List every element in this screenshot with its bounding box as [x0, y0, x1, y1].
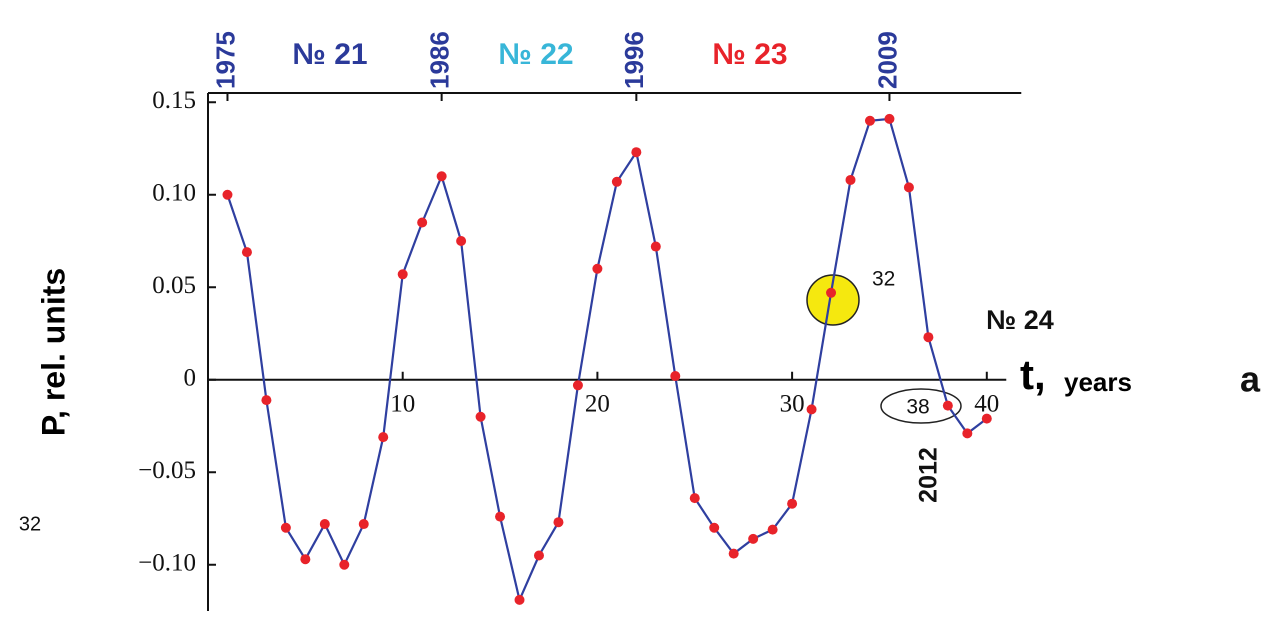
data-point — [962, 428, 973, 439]
data-point — [572, 380, 583, 391]
x-tick-label: 10 — [390, 390, 415, 417]
data-point — [826, 287, 837, 298]
panel-label: a — [1240, 359, 1261, 400]
x-axis-label: t, — [1020, 351, 1046, 398]
y-tick-label: −0.05 — [138, 457, 196, 484]
data-point — [339, 559, 350, 570]
top-tick-label: 1975 — [210, 31, 240, 89]
data-point — [923, 332, 934, 343]
data-point — [319, 519, 330, 530]
annotation: 38 — [906, 396, 929, 419]
data-point — [358, 519, 369, 530]
top-tick-label: 2009 — [872, 31, 902, 89]
data-point — [300, 554, 311, 565]
x-tick-label: 30 — [780, 390, 805, 417]
data-point — [787, 498, 798, 509]
data-point — [942, 400, 953, 411]
data-line — [226, 117, 988, 604]
data-point — [397, 269, 408, 280]
data-point — [845, 174, 856, 185]
y-axis-label: P, rel. units — [35, 268, 71, 436]
cycle-label: № 23 — [712, 38, 787, 71]
top-tick-label: 1986 — [425, 31, 455, 89]
data-point — [553, 517, 564, 528]
data-point — [456, 236, 467, 246]
data-point — [261, 395, 272, 406]
data-point — [903, 182, 914, 193]
top-tick-label: 1996 — [619, 31, 649, 89]
cycle-label: № 22 — [498, 38, 573, 71]
x-tick-label: 40 — [974, 390, 999, 417]
y-tick-label: 0.05 — [152, 272, 196, 299]
data-point — [689, 493, 700, 504]
data-point — [670, 371, 681, 382]
data-point — [650, 241, 661, 252]
data-point — [378, 432, 389, 443]
annotation: 32 — [872, 268, 895, 291]
y-tick-label: 0 — [184, 364, 197, 391]
data-point — [709, 522, 720, 533]
data-point — [806, 404, 817, 415]
highlight-ellipse — [880, 388, 962, 424]
data-point — [631, 147, 642, 158]
x-tick-label: 20 — [585, 390, 610, 417]
cycle-label: № 24 — [986, 305, 1054, 335]
data-point — [222, 189, 233, 200]
data-point — [767, 524, 778, 535]
data-point — [884, 113, 895, 124]
y-tick-label: −0.10 — [138, 549, 196, 576]
data-point — [728, 548, 739, 559]
data-point — [475, 411, 486, 422]
data-point — [417, 217, 428, 228]
annotation: 2012 — [915, 447, 943, 503]
cycle-label: № 21 — [292, 38, 367, 71]
data-point — [241, 247, 252, 258]
data-point — [280, 522, 291, 533]
data-point — [514, 594, 525, 605]
data-point — [864, 115, 875, 126]
data-point — [748, 533, 759, 544]
data-point — [611, 176, 622, 187]
y-tick-label: 0.10 — [152, 179, 196, 206]
x-axis-unit: years — [1064, 367, 1132, 397]
data-point — [981, 413, 992, 424]
data-point — [533, 550, 544, 561]
annotation: 32 — [19, 513, 41, 535]
data-point — [495, 511, 506, 522]
data-point — [592, 263, 603, 274]
data-point — [436, 171, 447, 182]
y-tick-label: 0.15 — [152, 87, 196, 114]
